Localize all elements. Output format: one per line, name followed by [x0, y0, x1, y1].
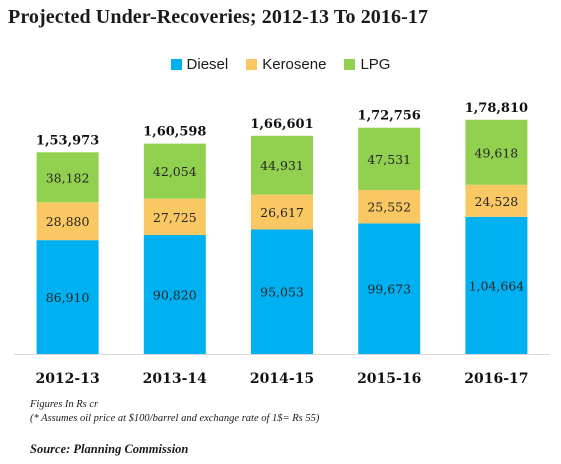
data-label-diesel-2014-15: 95,053	[260, 285, 304, 300]
data-label-kerosene-2012-13: 28,880	[46, 214, 90, 229]
legend-swatch-diesel	[170, 59, 182, 70]
bar-lpg-2013-14	[143, 143, 206, 199]
data-label-lpg-2014-15: 44,931	[260, 158, 304, 173]
legend-swatch-kerosene	[246, 59, 258, 70]
bar-diesel-2012-13	[36, 240, 99, 354]
total-label-2015-16: 1,72,756	[358, 109, 421, 124]
bar-diesel-2014-15	[251, 229, 313, 354]
total-label-2012-13: 1,53,973	[36, 133, 99, 148]
legend-label-diesel: Diesel	[186, 56, 229, 73]
total-label-2013-14: 1,60,598	[143, 125, 206, 140]
chart-title: Projected Under-Recoveries; 2012-13 To 2…	[8, 6, 429, 28]
bar-kerosene-2014-15	[251, 194, 313, 230]
bar-diesel-2016-17	[465, 216, 528, 354]
assumption-note: (* Assumes oil price at $100/barrel and …	[30, 413, 320, 424]
bar-lpg-2012-13	[36, 152, 99, 203]
bar-diesel-2015-16	[358, 223, 421, 354]
legend-swatch-lpg	[344, 59, 356, 70]
x-tick-label-2016-17: 2016-17	[464, 371, 528, 387]
x-tick-label-2015-16: 2015-16	[357, 371, 421, 387]
bar-kerosene-2015-16	[358, 189, 421, 224]
legend-label-lpg: LPG	[360, 56, 391, 73]
legend-item-kerosene: Kerosene	[246, 56, 326, 73]
total-label-2016-17: 1,78,810	[465, 101, 528, 116]
legend-item-lpg: LPG	[344, 56, 390, 73]
data-label-lpg-2012-13: 38,182	[46, 170, 90, 185]
data-label-lpg-2015-16: 47,531	[367, 152, 411, 167]
data-label-diesel-2015-16: 99,673	[367, 282, 411, 297]
data-label-lpg-2016-17: 49,618	[475, 145, 519, 160]
x-tick-label-2012-13: 2012-13	[35, 371, 99, 387]
bar-kerosene-2016-17	[465, 184, 528, 217]
bar-diesel-2013-14	[143, 235, 206, 354]
bar-kerosene-2013-14	[143, 198, 206, 236]
legend-item-diesel: Diesel	[170, 56, 229, 73]
data-label-diesel-2016-17: 1,04,664	[469, 278, 525, 293]
data-label-kerosene-2014-15: 26,617	[260, 205, 304, 220]
x-tick-label-2013-14: 2013-14	[143, 371, 208, 387]
legend-label-kerosene: Kerosene	[262, 56, 327, 73]
bar-lpg-2015-16	[358, 127, 421, 190]
data-label-lpg-2013-14: 42,054	[153, 164, 197, 179]
x-tick-label-2014-15: 2014-15	[250, 371, 314, 387]
bar-lpg-2014-15	[251, 135, 313, 195]
data-label-kerosene-2013-14: 27,725	[153, 210, 197, 225]
data-label-diesel-2013-14: 90,820	[153, 288, 197, 303]
units-note: Figures In Rs cr	[30, 399, 99, 410]
bar-lpg-2016-17	[465, 119, 528, 185]
data-label-diesel-2012-13: 86,910	[46, 290, 90, 305]
legend: Diesel Kerosene LPG	[0, 56, 561, 73]
source-note: Source: Planning Commission	[30, 442, 189, 456]
data-label-kerosene-2016-17: 24,528	[475, 194, 519, 209]
total-label-2014-15: 1,66,601	[250, 117, 313, 132]
data-label-kerosene-2015-16: 25,552	[367, 200, 411, 215]
bar-kerosene-2012-13	[36, 202, 99, 241]
